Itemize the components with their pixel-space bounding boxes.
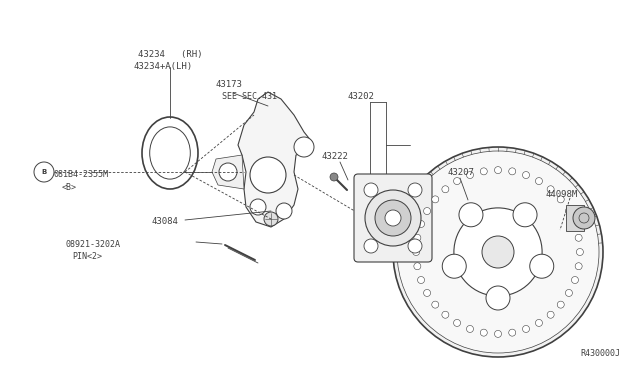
Circle shape xyxy=(482,236,514,268)
Circle shape xyxy=(432,301,439,308)
Text: 08921-3202A: 08921-3202A xyxy=(65,240,120,249)
Text: 43207: 43207 xyxy=(448,168,475,177)
Text: R430000J: R430000J xyxy=(580,349,620,358)
Circle shape xyxy=(294,137,314,157)
Circle shape xyxy=(575,234,582,241)
Circle shape xyxy=(495,330,502,337)
Circle shape xyxy=(547,311,554,318)
Text: 43234+A(LH): 43234+A(LH) xyxy=(134,62,193,71)
Ellipse shape xyxy=(261,98,275,112)
Circle shape xyxy=(480,168,487,175)
Circle shape xyxy=(330,173,338,181)
Circle shape xyxy=(424,208,431,215)
Circle shape xyxy=(459,203,483,227)
Circle shape xyxy=(414,263,421,270)
Circle shape xyxy=(575,263,582,270)
Circle shape xyxy=(467,171,474,179)
Circle shape xyxy=(536,320,543,326)
Circle shape xyxy=(530,254,554,278)
Circle shape xyxy=(536,177,543,185)
Circle shape xyxy=(408,239,422,253)
Circle shape xyxy=(442,186,449,193)
Circle shape xyxy=(375,200,411,236)
FancyBboxPatch shape xyxy=(354,174,432,262)
Circle shape xyxy=(577,248,584,256)
Text: 43173: 43173 xyxy=(216,80,243,89)
Circle shape xyxy=(365,190,421,246)
Circle shape xyxy=(522,326,529,333)
Circle shape xyxy=(509,168,516,175)
Text: 43084: 43084 xyxy=(152,217,179,226)
Circle shape xyxy=(393,147,603,357)
Circle shape xyxy=(442,254,467,278)
Circle shape xyxy=(522,171,529,179)
Circle shape xyxy=(432,196,439,203)
Bar xyxy=(566,205,584,231)
Circle shape xyxy=(219,163,237,181)
Circle shape xyxy=(413,248,420,256)
Circle shape xyxy=(547,186,554,193)
Circle shape xyxy=(364,183,378,197)
Circle shape xyxy=(454,320,461,326)
Text: PIN<2>: PIN<2> xyxy=(72,252,102,261)
Text: 081B4-2355M: 081B4-2355M xyxy=(54,170,109,179)
Circle shape xyxy=(424,289,431,296)
Circle shape xyxy=(276,203,292,219)
Circle shape xyxy=(385,210,401,226)
Text: 43234   (RH): 43234 (RH) xyxy=(138,50,202,59)
Circle shape xyxy=(509,329,516,336)
Circle shape xyxy=(480,329,487,336)
Circle shape xyxy=(513,203,537,227)
Circle shape xyxy=(565,289,572,296)
Circle shape xyxy=(573,207,595,229)
Circle shape xyxy=(572,276,579,283)
Text: B: B xyxy=(42,169,47,175)
Circle shape xyxy=(454,177,461,185)
Circle shape xyxy=(250,199,266,215)
Circle shape xyxy=(250,157,286,193)
Circle shape xyxy=(467,326,474,333)
Circle shape xyxy=(414,234,421,241)
Circle shape xyxy=(486,286,510,310)
Text: 44098M: 44098M xyxy=(545,190,577,199)
Circle shape xyxy=(565,208,572,215)
Circle shape xyxy=(364,239,378,253)
Text: SEE SEC.431: SEE SEC.431 xyxy=(222,92,277,101)
Text: <B>: <B> xyxy=(62,183,77,192)
Circle shape xyxy=(442,311,449,318)
Circle shape xyxy=(417,276,424,283)
Polygon shape xyxy=(238,92,312,227)
Circle shape xyxy=(557,196,564,203)
Text: 43222: 43222 xyxy=(322,152,349,161)
Circle shape xyxy=(572,221,579,228)
Circle shape xyxy=(264,212,278,226)
Circle shape xyxy=(495,167,502,174)
Circle shape xyxy=(417,221,424,228)
Polygon shape xyxy=(212,155,244,189)
Circle shape xyxy=(454,208,542,296)
Circle shape xyxy=(397,151,599,353)
Circle shape xyxy=(408,183,422,197)
Circle shape xyxy=(557,301,564,308)
Text: 43202: 43202 xyxy=(348,92,375,101)
